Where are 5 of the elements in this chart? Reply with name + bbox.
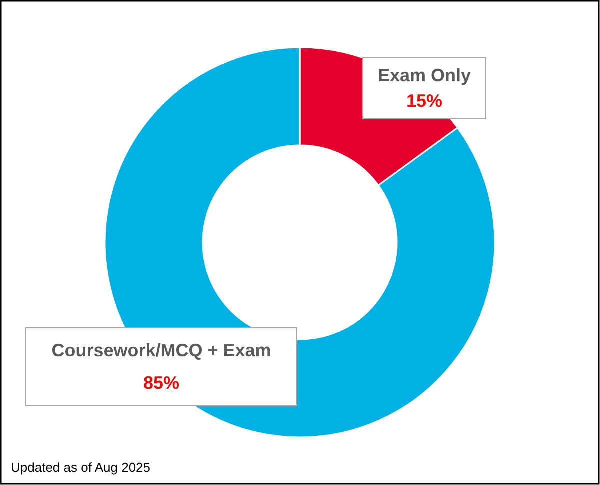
data-label: 85%	[143, 373, 180, 394]
data-label: 15%	[406, 90, 443, 111]
slice-label: Exam Only	[378, 65, 472, 86]
text: Updated as of Aug 2025	[11, 460, 151, 475]
slice-label: Coursework/MCQ + Exam	[52, 340, 272, 360]
